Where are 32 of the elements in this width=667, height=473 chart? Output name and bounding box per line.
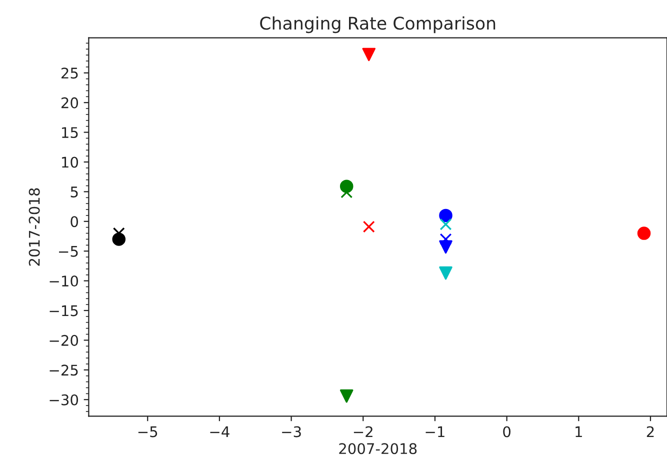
- y-tick-label: −10: [50, 276, 78, 287]
- x-tick-label: −3: [282, 426, 301, 438]
- point: [440, 218, 452, 230]
- y-tick-label: −25: [50, 364, 78, 376]
- x-tick-label: −1: [426, 426, 444, 438]
- y-tick-label: −20: [50, 334, 78, 346]
- y-tick-label: 20: [62, 97, 78, 108]
- x-tick-label: 1: [576, 426, 582, 438]
- point: [439, 208, 452, 222]
- x-axis-title: 2007-2018: [339, 443, 417, 454]
- point: [637, 226, 651, 240]
- x-tick-label: −5: [138, 426, 158, 438]
- y-tick-label: −30: [50, 394, 78, 406]
- point: [439, 240, 452, 254]
- y-tick-label: 10: [62, 156, 78, 168]
- point: [362, 48, 376, 62]
- x-tick-label: −4: [210, 426, 230, 438]
- y-tick-label: −5: [59, 246, 78, 257]
- y-tick-label: 0: [70, 216, 78, 228]
- point: [439, 266, 452, 280]
- y-tick-label: 25: [62, 68, 78, 79]
- point: [340, 389, 354, 403]
- point: [440, 233, 452, 246]
- y-tick-label: 15: [62, 127, 78, 138]
- point: [362, 220, 375, 233]
- x-tick-label: 0: [503, 426, 510, 438]
- y-tick-label: −15: [50, 305, 78, 316]
- y-tick-label: 5: [70, 186, 78, 198]
- chart-title: Changing Rate Comparison: [260, 16, 496, 34]
- x-tick-label: −2: [354, 426, 372, 438]
- y-axis-title: 2017-2018: [28, 188, 40, 266]
- x-tick-label: 2: [646, 426, 654, 438]
